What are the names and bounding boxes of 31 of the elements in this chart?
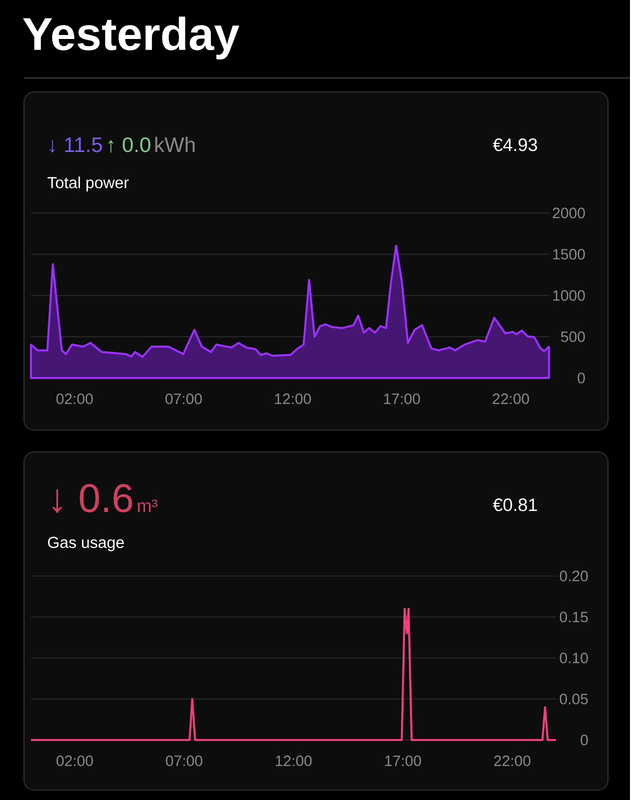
y-tick-label: 0.15 (560, 612, 588, 622)
y-tick-label: 0.05 (560, 694, 588, 704)
x-tick-label: 02:00 (56, 756, 94, 766)
y-tick-label: 1500 (553, 248, 585, 260)
x-tick-label: 17:00 (384, 394, 420, 404)
y-tick-label: 500 (561, 331, 585, 342)
y-tick-label: 2000 (552, 208, 585, 218)
line-series (30, 608, 558, 741)
x-tick-label: 07:00 (166, 394, 202, 404)
text: €4.93 (493, 138, 538, 152)
y-tick-label: 1000 (553, 290, 585, 301)
x-tick-label: 17:00 (385, 756, 422, 766)
text: ↓ 11.5 (50, 138, 102, 153)
x-tick-label: 07:00 (166, 756, 202, 766)
chart-title: Total power (48, 176, 129, 192)
x-tick-label: 12:00 (275, 394, 312, 404)
text: ↑ 0.0 (108, 137, 150, 153)
x-tick-label: 02:00 (56, 394, 93, 404)
y-tick-label: 0.20 (560, 570, 588, 582)
y-tick-label: 0.10 (560, 652, 588, 664)
text: Yesterday (23, 16, 240, 60)
text: m³ (138, 499, 158, 512)
text: ↓ 0.6 (52, 484, 132, 514)
y-tick-label: 0 (580, 734, 588, 746)
y-tick-label: 0 (578, 372, 585, 384)
chart-title: Gas usage (48, 536, 124, 552)
x-tick-label: 22:00 (494, 756, 531, 766)
text: kWh (155, 136, 195, 152)
x-tick-label: 12:00 (276, 756, 312, 766)
text: €0.81 (493, 498, 538, 512)
x-tick-label: 22:00 (492, 394, 530, 404)
